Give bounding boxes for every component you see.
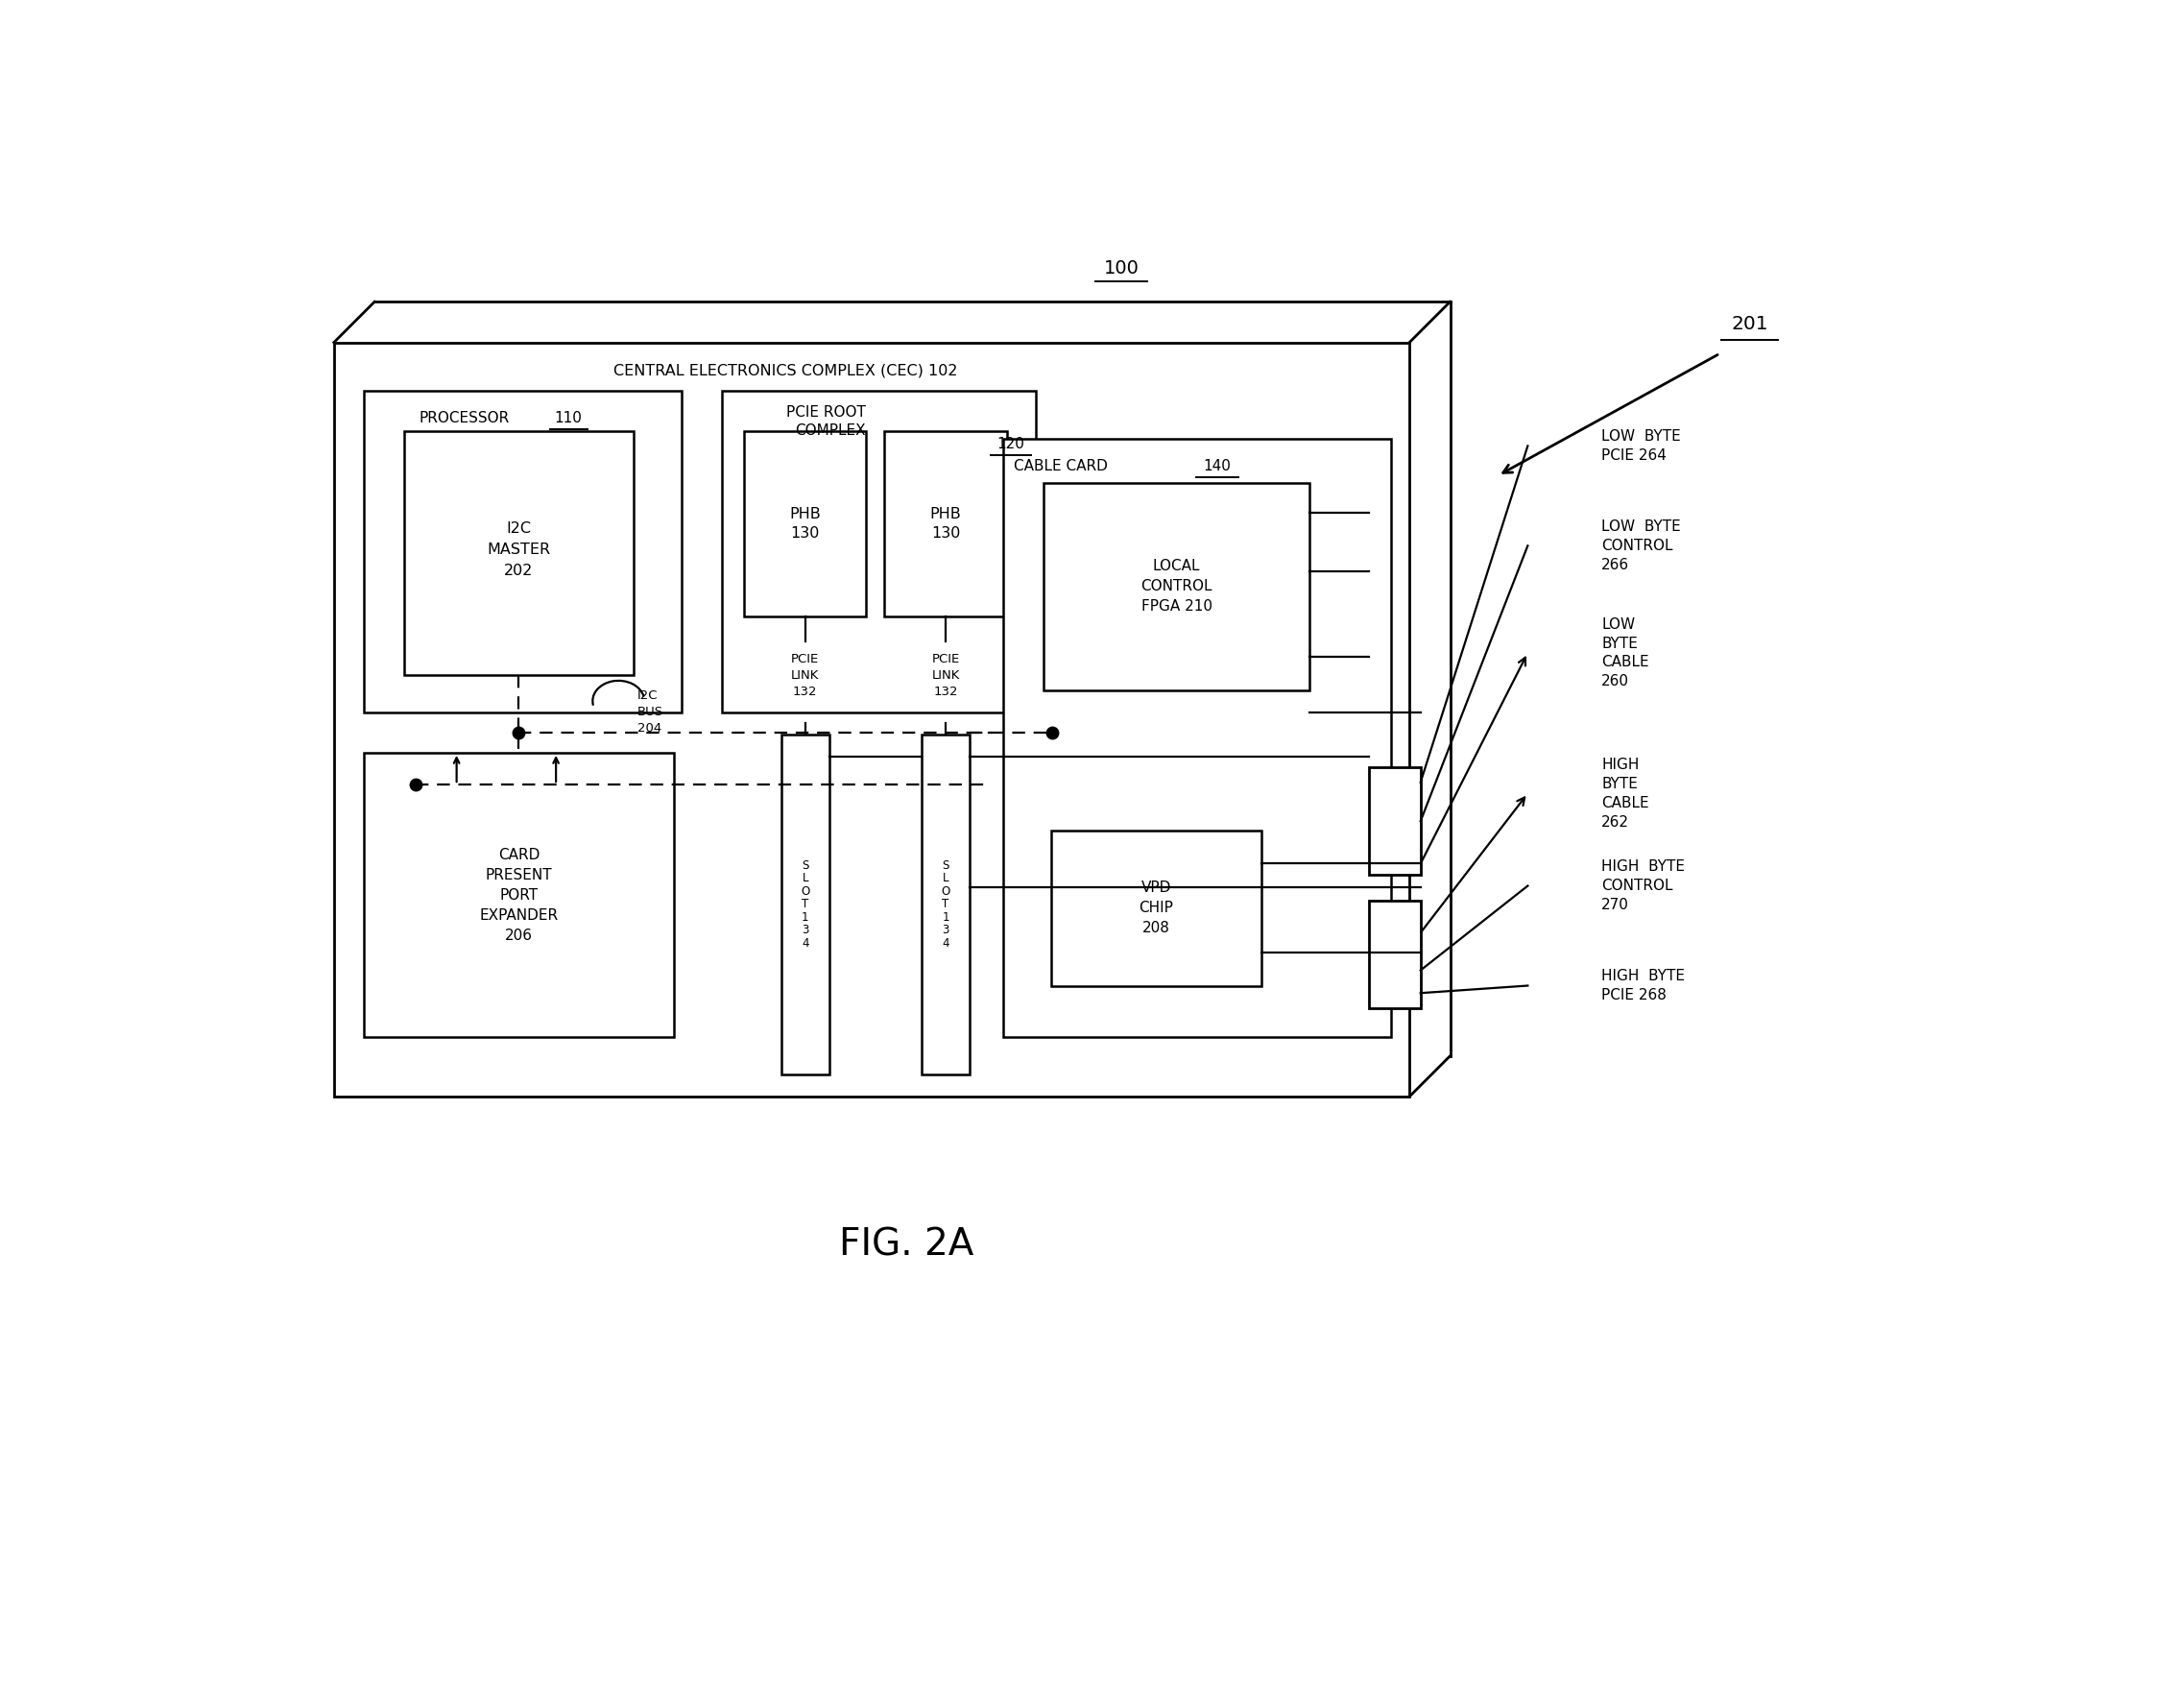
Text: LOW  BYTE
CONTROL
266: LOW BYTE CONTROL 266 — [1601, 520, 1682, 573]
Bar — [404, 431, 633, 676]
Bar — [1051, 831, 1262, 986]
Text: FIG. 2A: FIG. 2A — [839, 1226, 974, 1263]
Text: HIGH  BYTE
PCIE 268: HIGH BYTE PCIE 268 — [1601, 969, 1686, 1002]
Bar — [723, 390, 1035, 713]
Text: 201: 201 — [1732, 314, 1769, 333]
Text: 120: 120 — [996, 436, 1024, 451]
Bar — [922, 735, 970, 1074]
Text: PCIE
LINK
132: PCIE LINK 132 — [933, 652, 959, 698]
Text: LOCAL
CONTROL
FPGA 210: LOCAL CONTROL FPGA 210 — [1140, 559, 1212, 613]
Text: HIGH
BYTE
CABLE
262: HIGH BYTE CABLE 262 — [1601, 758, 1649, 829]
Bar — [782, 735, 830, 1074]
Bar — [1369, 767, 1420, 875]
Text: CENTRAL ELECTRONICS COMPLEX (CEC) 102: CENTRAL ELECTRONICS COMPLEX (CEC) 102 — [614, 363, 959, 378]
Text: CABLE CARD: CABLE CARD — [1013, 459, 1107, 475]
Text: PCIE
LINK
132: PCIE LINK 132 — [791, 652, 819, 698]
Text: 110: 110 — [555, 412, 583, 426]
Text: CARD
PRESENT
PORT
EXPANDER
206: CARD PRESENT PORT EXPANDER 206 — [478, 848, 559, 942]
Bar — [334, 343, 1409, 1096]
Text: I2C
MASTER
202: I2C MASTER 202 — [487, 520, 550, 578]
Bar — [1044, 483, 1310, 689]
Text: VPD
CHIP
208: VPD CHIP 208 — [1140, 880, 1173, 936]
Text: LOW
BYTE
CABLE
260: LOW BYTE CABLE 260 — [1601, 616, 1649, 689]
Text: PROCESSOR: PROCESSOR — [419, 412, 509, 426]
Text: 100: 100 — [1103, 260, 1138, 277]
Bar — [1369, 900, 1420, 1008]
Bar — [885, 431, 1007, 616]
Bar — [745, 431, 867, 616]
Text: PHB
130: PHB 130 — [788, 507, 821, 540]
Text: S
L
O
T
1
3
4: S L O T 1 3 4 — [802, 860, 810, 949]
Text: PCIE ROOT
COMPLEX: PCIE ROOT COMPLEX — [786, 405, 865, 437]
Bar — [1002, 439, 1391, 1037]
Text: I2C
BUS
204: I2C BUS 204 — [638, 689, 664, 735]
Text: LOW  BYTE
PCIE 264: LOW BYTE PCIE 264 — [1601, 429, 1682, 463]
Bar — [363, 753, 675, 1037]
Text: HIGH  BYTE
CONTROL
270: HIGH BYTE CONTROL 270 — [1601, 860, 1686, 912]
Text: S
L
O
T
1
3
4: S L O T 1 3 4 — [941, 860, 950, 949]
Bar — [363, 390, 681, 713]
Text: 140: 140 — [1203, 459, 1232, 475]
Text: PHB
130: PHB 130 — [930, 507, 961, 540]
